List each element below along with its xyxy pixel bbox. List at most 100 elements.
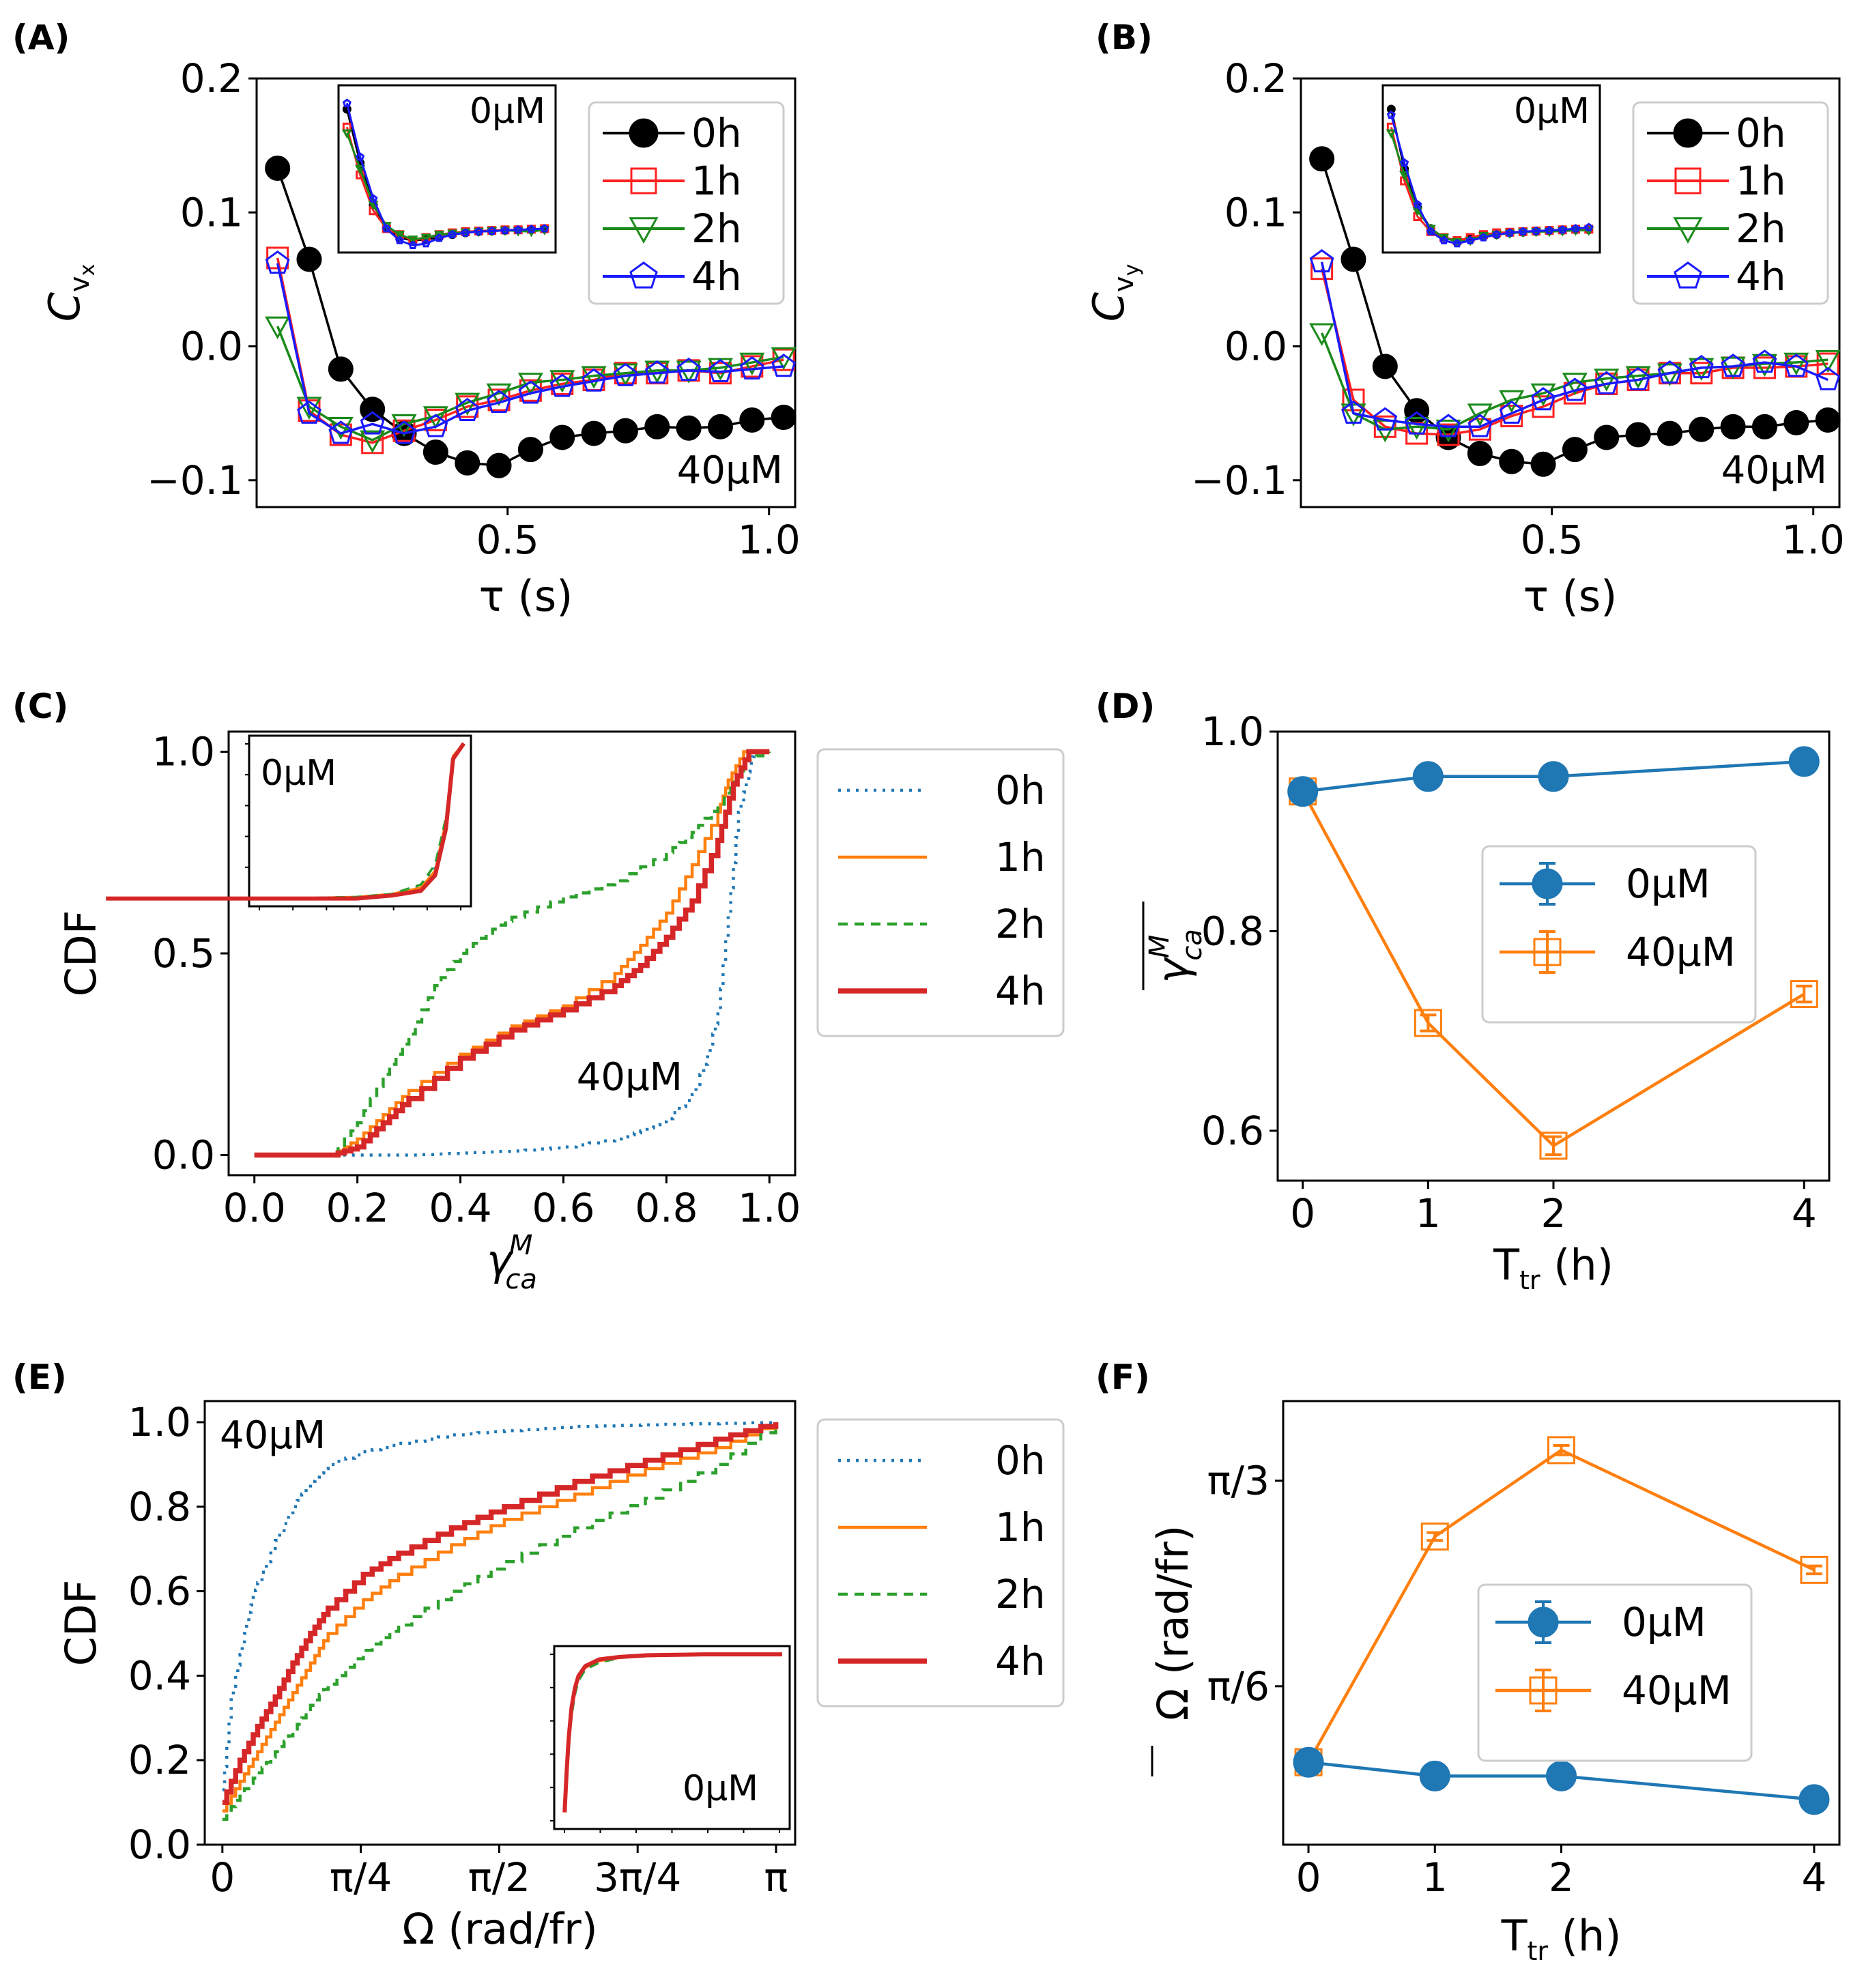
cdf-line-2h: [254, 751, 771, 1157]
data-point: [1690, 362, 1713, 385]
x-tick-label: π: [764, 1854, 788, 1901]
data-point: [1721, 354, 1746, 377]
y-axis-label: CDF: [56, 1580, 106, 1667]
data-point: [1372, 354, 1398, 379]
data-point: [644, 360, 670, 384]
y-tick-label: 0.1: [1224, 189, 1287, 235]
data-point: [1373, 407, 1398, 431]
data-point: [328, 420, 354, 444]
inset-annotation: 0μM: [470, 91, 545, 132]
concentration-annotation: 40μM: [1721, 448, 1827, 493]
data-point: [629, 118, 659, 148]
panel-label-c: (C): [12, 687, 68, 726]
y-tick-label: π/6: [1207, 1663, 1270, 1710]
data-point: [1310, 257, 1334, 280]
data-point: [369, 194, 378, 203]
inset-annotation: 0μM: [1514, 91, 1590, 132]
data-point: [420, 233, 431, 244]
x-tick-label: 0.5: [1521, 517, 1583, 563]
data-point: [1309, 249, 1334, 273]
data-point: [1530, 451, 1556, 477]
data-point: [1400, 158, 1409, 167]
data-point: [1815, 407, 1841, 433]
y-tick-label: 0.8: [128, 1484, 191, 1530]
data-point: [424, 408, 447, 431]
data-point: [526, 225, 536, 233]
data-point: [455, 450, 481, 476]
x-tick-label: 3π/4: [594, 1854, 681, 1901]
data-point: [1752, 349, 1777, 373]
legend-label: 2h: [1736, 205, 1786, 252]
data-point: [394, 231, 405, 240]
data-point: [1562, 437, 1588, 463]
panel-label-b: (B): [1095, 18, 1153, 57]
cdf-line-0h: [254, 750, 770, 1157]
data-point: [296, 397, 322, 420]
panel-label-a: (A): [12, 18, 70, 57]
x-tick-label: 0: [210, 1854, 235, 1901]
data-point: [1439, 235, 1449, 245]
data-point: [739, 356, 764, 380]
data-point: [629, 217, 659, 244]
data-point: [296, 246, 322, 272]
data-point: [455, 397, 480, 421]
data-point: [581, 366, 607, 389]
data-point: [1412, 761, 1444, 792]
legend-label: 0h: [995, 767, 1046, 813]
data-point: [1492, 229, 1502, 239]
data-point: [360, 397, 386, 422]
y-tick-label: 0.0: [128, 1821, 191, 1868]
panel-label-e: (E): [12, 1357, 67, 1397]
panel-b: (B) 0.5 1.0 −0.1 0.0 0.1 0.2 40μM τ (s) Cvy 0h1h2…: [1084, 18, 1845, 621]
series-line-2h: [276, 326, 784, 442]
data-point: [581, 420, 607, 446]
y-tick-label: 0.6: [128, 1568, 191, 1615]
x-tick-label: 2: [1541, 1190, 1566, 1237]
data-point: [1594, 371, 1619, 394]
data-point: [1673, 217, 1703, 244]
data-point: [328, 416, 354, 440]
data-point: [1815, 349, 1841, 373]
cdf-line-1h: [222, 1422, 777, 1813]
data-point: [513, 225, 523, 234]
x-tick-label: 1.0: [738, 1185, 801, 1231]
inset-frame: [337, 84, 557, 254]
series-line-40μM: [1307, 1448, 1815, 1763]
legend-box: [588, 101, 785, 305]
y-axis-label: Cvx: [40, 264, 100, 322]
data-point: [739, 352, 765, 376]
data-point: [1674, 167, 1702, 195]
concentration-annotation: 40μM: [220, 1413, 326, 1458]
data-point: [1426, 227, 1435, 235]
data-point: [1783, 409, 1809, 435]
data-point: [1467, 441, 1493, 466]
data-point: [1532, 226, 1541, 235]
data-point: [265, 250, 290, 274]
legend-label: 4h: [1736, 253, 1786, 300]
x-axis-label: Ttr (h): [1501, 1911, 1622, 1966]
legend-label: 1h: [1736, 158, 1786, 204]
data-point: [422, 406, 448, 429]
panel-label-d: (D): [1095, 687, 1155, 726]
data-point: [1386, 129, 1396, 139]
data-point: [1341, 400, 1366, 424]
data-point: [1798, 1784, 1830, 1815]
data-point: [739, 407, 765, 433]
y-tick-label: 0.2: [1224, 55, 1287, 102]
data-point: [360, 411, 385, 435]
y-axis-label: γMca: [1144, 929, 1208, 983]
x-axis-label: τ (s): [1523, 571, 1618, 621]
y-tick-label: 0.5: [152, 930, 215, 977]
inset-frame: [1381, 84, 1601, 254]
data-point: [382, 224, 391, 233]
data-point: [1404, 416, 1430, 440]
data-point: [487, 226, 497, 235]
series-line-0μM: [1308, 1760, 1815, 1802]
data-point: [408, 240, 418, 250]
data-point: [1533, 938, 1562, 966]
data-point: [1625, 422, 1651, 448]
data-point: [265, 155, 291, 181]
y-tick-label: 0.0: [1224, 323, 1287, 370]
axes-frame: [1300, 77, 1841, 508]
y-tick-label: 0.6: [1201, 1108, 1264, 1154]
